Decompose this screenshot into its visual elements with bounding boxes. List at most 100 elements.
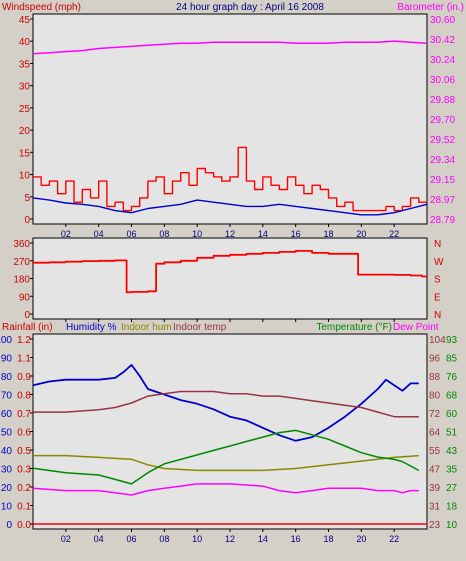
windspeed-tick-8: 5 xyxy=(24,193,30,204)
temp-x-ticklabel-9: 20 xyxy=(356,534,366,544)
humidity-tick-4: 60 xyxy=(1,409,13,420)
temp-panel-frame xyxy=(32,333,428,530)
temp-x-ticklabel-7: 16 xyxy=(291,534,301,544)
direction-panel-frame xyxy=(32,237,428,320)
indoor-temp-tick-0: 104 xyxy=(429,335,446,346)
indoor-temp-tick-6: 55 xyxy=(429,446,441,457)
compass-tick-1: W xyxy=(434,257,444,268)
barometer-tick-3: 30.06 xyxy=(430,75,455,86)
indoor-temp-tick-2: 88 xyxy=(429,372,441,383)
graph-title: 24 hour graph day : April 16 2008 xyxy=(176,2,324,13)
series-line-indoor-hum xyxy=(33,454,419,472)
windspeed-tick-3: 30 xyxy=(19,82,31,93)
indoor-temp-tick-3: 80 xyxy=(429,391,441,402)
humidity-tick-0: 100 xyxy=(0,335,12,346)
humidity-tick-5: 50 xyxy=(1,428,13,439)
temp-x-ticklabel-0: 02 xyxy=(61,534,71,544)
humidity-tick-7: 30 xyxy=(1,465,13,476)
temp-x-ticklabel-10: 22 xyxy=(389,534,399,544)
wind-x-ticklabel-2: 06 xyxy=(126,229,136,239)
wind-x-ticklabel-10: 22 xyxy=(389,229,399,239)
wind-average-line xyxy=(32,197,428,216)
temperature-tick-8: 27 xyxy=(446,483,458,494)
barometer-line xyxy=(32,40,428,55)
humidity-tick-1: 90 xyxy=(1,354,13,365)
rainfall-tick-5: 0.6 xyxy=(17,428,31,439)
direction-tick-0: 360 xyxy=(13,239,30,250)
windspeed-tick-7: 10 xyxy=(19,171,31,182)
humidity-tick-6: 40 xyxy=(1,446,13,457)
rainfall-axis-label: Rainfall (in) xyxy=(2,322,53,333)
indoor-temp-tick-9: 31 xyxy=(429,502,441,513)
barometer-tick-10: 28.79 xyxy=(430,215,455,226)
rainfall-tick-3: 0.8 xyxy=(17,391,31,402)
humidity-tick-3: 70 xyxy=(1,391,13,402)
wind-x-ticklabel-6: 14 xyxy=(258,229,268,239)
rainfall-tick-4: 0.7 xyxy=(17,409,31,420)
wind-x-ticklabel-7: 16 xyxy=(291,229,301,239)
humidity-tick-8: 20 xyxy=(1,483,13,494)
wind-x-ticklabel-3: 08 xyxy=(159,229,169,239)
barometer-tick-1: 30.42 xyxy=(430,35,455,46)
windspeed-tick-1: 40 xyxy=(19,37,31,48)
indoor-temp-tick-1: 96 xyxy=(429,354,441,365)
temp-x-ticklabel-3: 08 xyxy=(159,534,169,544)
rainfall-tick-0: 1.2 xyxy=(17,335,31,346)
windspeed-line xyxy=(33,146,427,212)
series-line-dew-point xyxy=(32,483,419,496)
temp-x-ticklabel-2: 06 xyxy=(126,534,136,544)
direction-tick-4: 0 xyxy=(24,310,30,321)
barometer-tick-4: 29.88 xyxy=(430,95,455,106)
indoor-temp-tick-10: 23 xyxy=(429,520,441,531)
temp-x-ticklabel-4: 10 xyxy=(192,534,202,544)
barometer-tick-5: 29.70 xyxy=(430,115,455,126)
temperature-tick-6: 43 xyxy=(446,446,458,457)
direction-tick-1: 270 xyxy=(13,257,30,268)
rainfall-tick-1: 1.1 xyxy=(17,354,31,365)
series-line-indoor-temp xyxy=(33,390,419,418)
indoor-temp-tick-8: 39 xyxy=(429,483,441,494)
humidity-tick-10: 0 xyxy=(6,520,12,531)
temp-x-ticklabel-1: 04 xyxy=(94,534,104,544)
windspeed-tick-0: 45 xyxy=(19,15,31,26)
temperature-tick-2: 76 xyxy=(446,372,458,383)
windspeed-tick-2: 35 xyxy=(19,59,31,70)
direction-tick-2: 180 xyxy=(13,275,30,286)
indoor-temp-axis-label: Indoor temp xyxy=(173,322,227,333)
temperature-tick-4: 60 xyxy=(446,409,458,420)
wind-x-ticklabel-9: 20 xyxy=(356,229,366,239)
windspeed-axis-label: Windspeed (mph) xyxy=(2,2,81,13)
wind-direction-line xyxy=(33,250,427,294)
barometer-tick-8: 29.15 xyxy=(430,175,455,186)
temperature-tick-1: 85 xyxy=(446,354,458,365)
windspeed-tick-5: 20 xyxy=(19,126,31,137)
indoor-temp-tick-4: 72 xyxy=(429,409,441,420)
series-line-temperature-f- xyxy=(32,429,420,485)
wind-x-ticklabel-5: 12 xyxy=(225,229,235,239)
windspeed-tick-6: 15 xyxy=(19,148,31,159)
temp-x-ticklabel-8: 18 xyxy=(323,534,333,544)
compass-tick-4: N xyxy=(434,310,441,321)
rainfall-tick-7: 0.3 xyxy=(17,465,31,476)
compass-tick-2: S xyxy=(434,275,441,286)
barometer-tick-9: 28.97 xyxy=(430,195,455,206)
barometer-axis-label: Barometer (in.) xyxy=(397,2,464,13)
barometer-tick-7: 29.34 xyxy=(430,155,455,166)
windspeed-tick-4: 25 xyxy=(19,104,31,115)
temperature-tick-10: 10 xyxy=(446,520,458,531)
rainfall-tick-6: 0.5 xyxy=(17,446,31,457)
indoor-temp-tick-7: 47 xyxy=(429,465,441,476)
windspeed-tick-9: 0 xyxy=(24,215,30,226)
wind-x-ticklabel-1: 04 xyxy=(94,229,104,239)
compass-tick-0: N xyxy=(434,239,441,250)
temperature-tick-5: 51 xyxy=(446,428,458,439)
series-line-humidity- xyxy=(32,364,419,442)
temp-x-ticklabel-6: 14 xyxy=(258,534,268,544)
compass-tick-3: E xyxy=(434,292,441,303)
temperature-axis-label: Temperature (°F) xyxy=(316,322,392,333)
temperature-tick-7: 35 xyxy=(446,465,458,476)
wind-x-ticklabel-0: 02 xyxy=(61,229,71,239)
wind-panel-frame xyxy=(32,13,428,225)
